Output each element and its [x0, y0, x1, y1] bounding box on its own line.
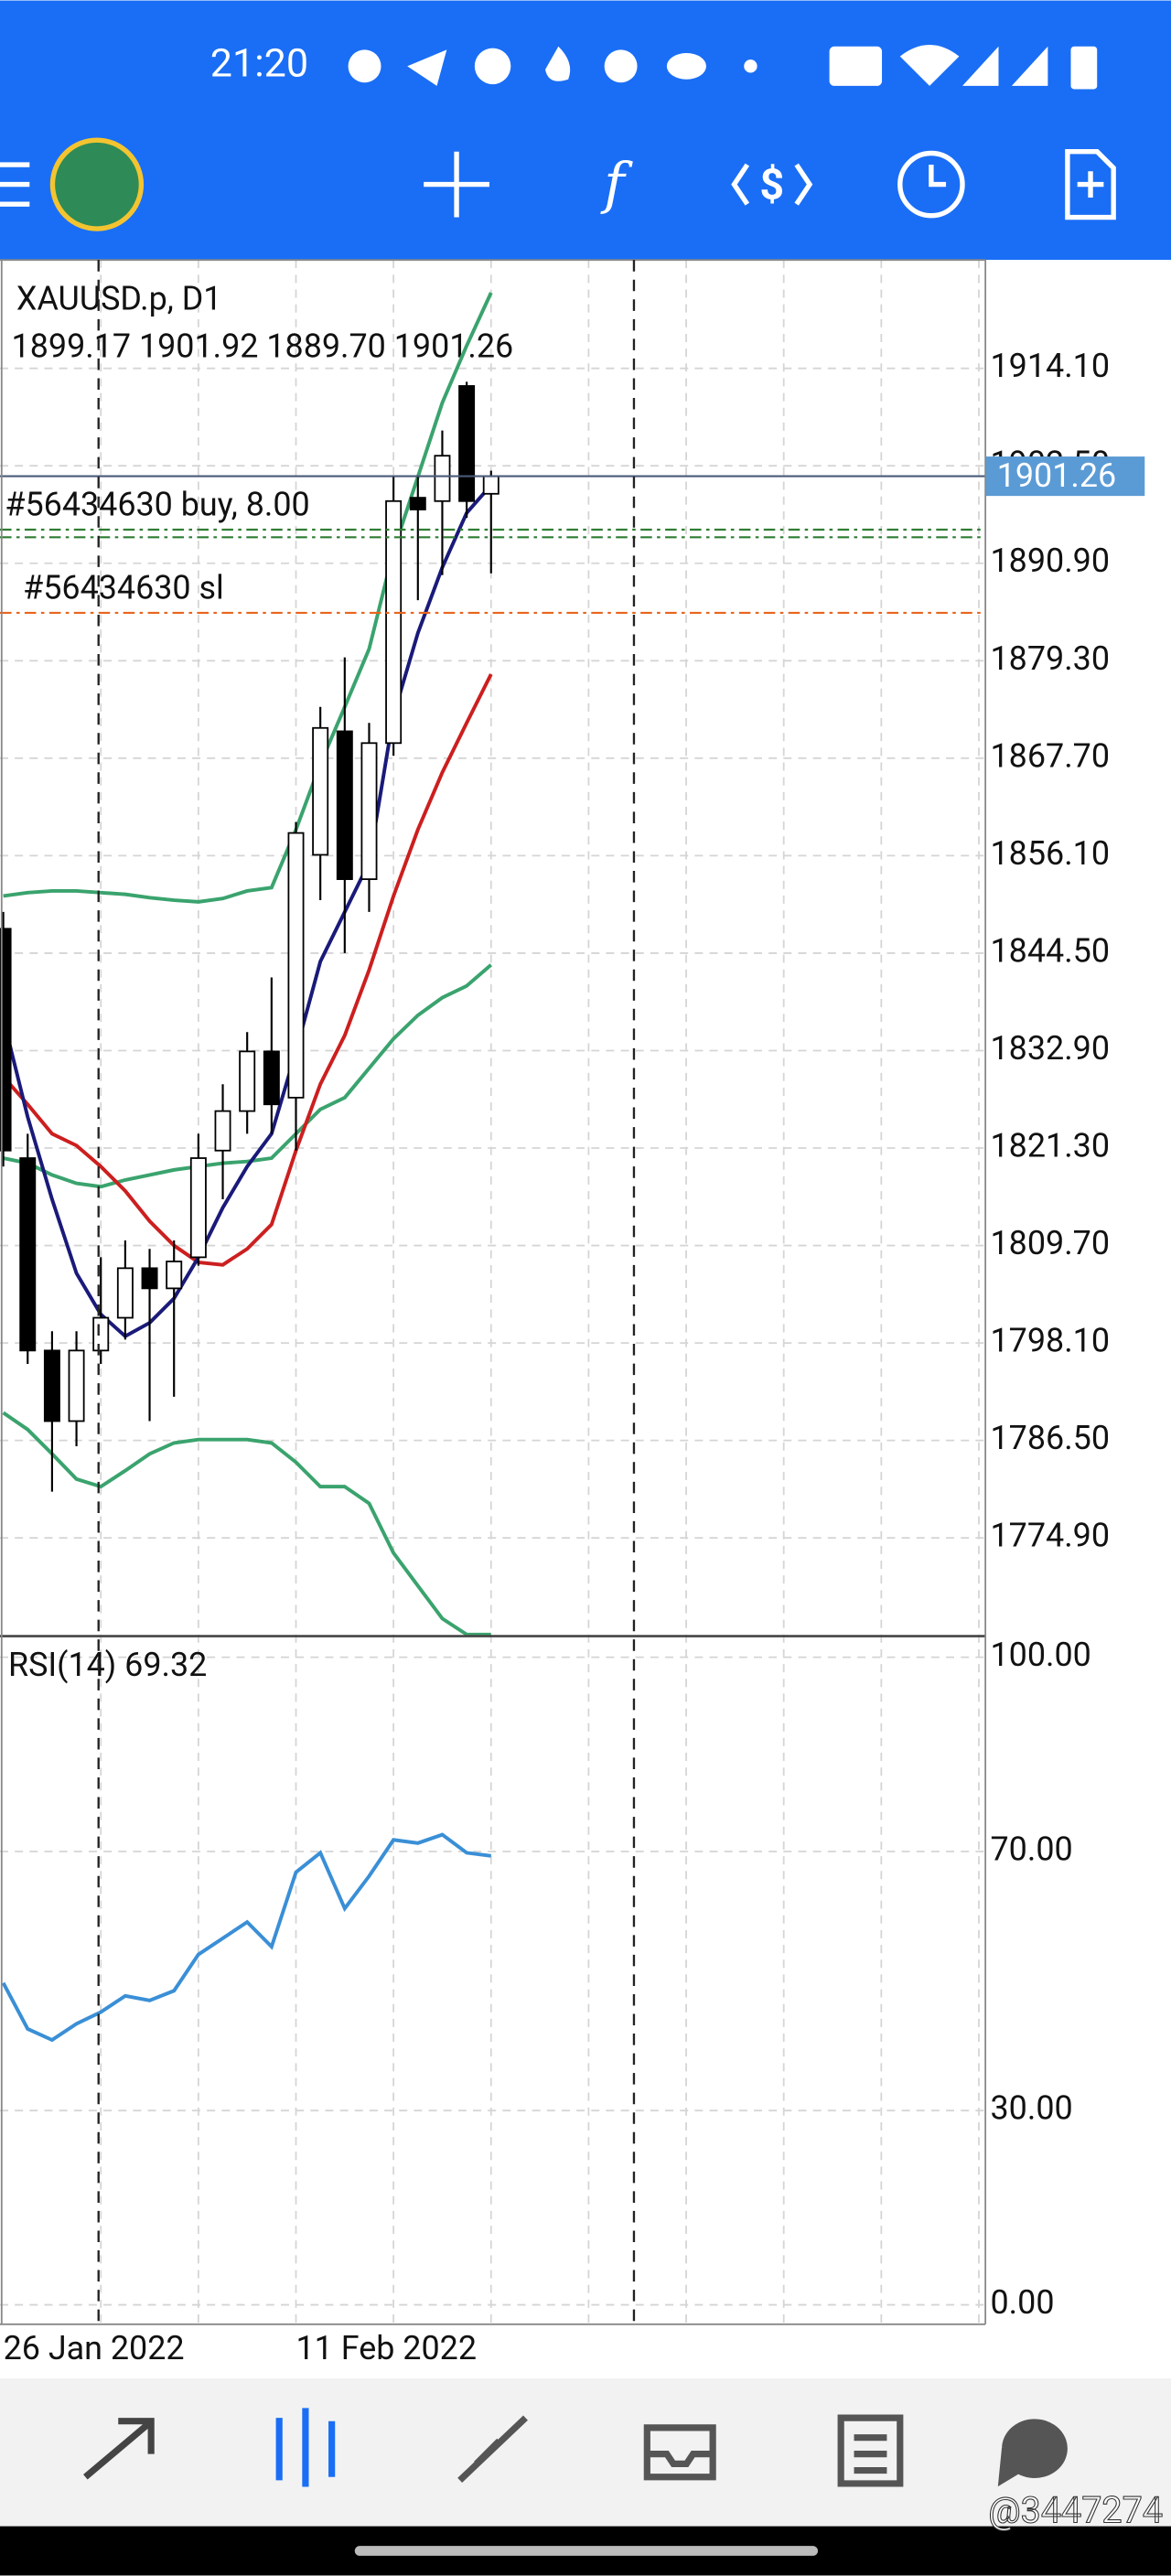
y-tick-label: 1867.70 [991, 736, 1111, 775]
candle-body [409, 497, 426, 510]
indicator-line [3, 963, 493, 1189]
y-tick-label: 70.00 [991, 1830, 1073, 1868]
candle-body [141, 1267, 158, 1290]
indicator-line [1, 1832, 492, 2043]
y-tick-label: 1798.10 [991, 1322, 1111, 1360]
candle-body [92, 1316, 110, 1352]
status-time: 21:20 [210, 40, 308, 87]
order-label: #56434630 sl [23, 568, 224, 606]
candle-body [116, 1267, 134, 1319]
indicator-line [2, 1411, 491, 1637]
status-icons [348, 45, 1098, 90]
x-tick-label: 11 Feb 2022 [296, 2329, 478, 2367]
candle-body [287, 832, 305, 1099]
candle-body [458, 385, 476, 502]
new-order-icon[interactable] [1065, 149, 1116, 220]
y-tick-label: 1786.50 [991, 1419, 1111, 1457]
indicator-line [1, 484, 493, 1339]
chat-tab[interactable] [997, 2419, 1068, 2487]
candle-body [239, 1050, 256, 1112]
candle-body [482, 475, 500, 495]
candle-body [434, 455, 451, 502]
x-tick-label: 26 Jan 2022 [4, 2329, 185, 2367]
candle-body [19, 1157, 37, 1352]
order-label: #56434630 buy, 8.00 [5, 485, 309, 523]
crosshair-icon[interactable] [424, 151, 489, 218]
indicator-line [2, 673, 493, 1267]
watermark: @3447274 [988, 2489, 1163, 2532]
chart-area: 1914.101902.501890.901879.301867.701856.… [0, 259, 1171, 2379]
y-tick-label: 1856.10 [991, 834, 1111, 873]
candle-body [312, 726, 329, 856]
candle-body [336, 730, 353, 880]
period-icon[interactable] [897, 150, 965, 219]
candle-body [385, 499, 403, 745]
nav-icons [83, 2408, 1068, 2487]
dollar-icon: $ [759, 161, 784, 210]
candle-body [43, 1349, 60, 1422]
quotes-tab[interactable] [83, 2418, 155, 2480]
news-tab[interactable] [837, 2414, 904, 2487]
y-tick-label: 30.00 [991, 2089, 1073, 2128]
candle-body [0, 928, 12, 1152]
app-bar [0, 0, 1171, 261]
candle-body [263, 1050, 280, 1106]
price-box [985, 456, 1145, 497]
chart-tab[interactable] [275, 2408, 336, 2487]
y-tick-label: 1832.90 [991, 1029, 1111, 1068]
y-tick-label: 1774.90 [991, 1517, 1111, 1555]
y-tick-label: 1879.30 [991, 639, 1111, 678]
candle-body [189, 1157, 207, 1259]
history-tab[interactable] [643, 2424, 716, 2481]
candle-body [214, 1110, 231, 1152]
y-tick-label: 0.00 [991, 2283, 1055, 2322]
home-indicator [354, 2546, 819, 2556]
bottom-nav [0, 2378, 1171, 2527]
y-tick-label: 1844.50 [991, 931, 1111, 970]
app-logo[interactable] [49, 137, 145, 231]
candle-body [68, 1349, 85, 1422]
trade-tab[interactable] [457, 2415, 528, 2483]
panel-title: RSI(14) 69.32 [8, 1646, 207, 1684]
y-tick-label: 1914.10 [991, 347, 1111, 385]
menu-icon[interactable] [0, 162, 30, 207]
ohlc-label: 1899.17 1901.92 1889.70 1901.26 [12, 327, 514, 366]
toolbar-icons [0, 137, 1116, 231]
y-tick-label: 1821.30 [991, 1126, 1111, 1165]
trade-icon[interactable] [731, 163, 813, 206]
price-label: 1901.26 [997, 456, 1117, 495]
candle-body [360, 742, 378, 880]
y-tick-label: 1890.90 [991, 542, 1111, 580]
y-tick-label: 1809.70 [991, 1224, 1111, 1262]
y-tick-label: 100.00 [991, 1636, 1091, 1674]
candle-body [166, 1261, 183, 1290]
panel-title: XAUUSD.p, D1 [16, 280, 222, 318]
